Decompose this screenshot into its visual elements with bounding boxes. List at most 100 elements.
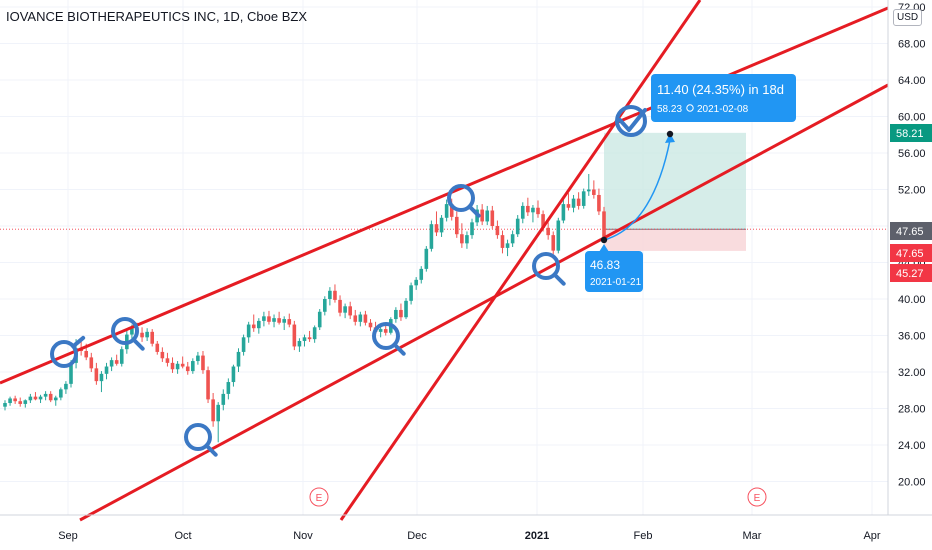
price-tick-label: 68.00 [898,39,926,51]
earnings-circle [309,487,329,507]
candle [470,218,474,239]
entry-point [600,236,608,244]
candle [378,326,383,338]
candle-body [424,248,429,269]
candle-body [160,351,165,359]
candle-body [399,309,403,318]
candle [185,361,190,375]
check-ring [615,105,647,137]
candle [454,211,459,238]
candle-body [282,319,286,323]
candle [241,334,246,356]
magnifier-marker [184,423,218,457]
candle-body [104,366,109,374]
magnifier-ring [111,317,139,345]
magnifier-ring [372,322,400,350]
candle-body [602,211,606,237]
candle-body [206,370,210,400]
candle-body [581,191,586,206]
candle [23,399,28,408]
candle [602,206,606,240]
candle [526,197,530,216]
target-point [666,130,674,138]
candle [145,328,149,341]
candle [28,393,33,404]
magnifier-marker [372,322,406,356]
candle [160,347,165,362]
candle-body [546,227,550,236]
candle [18,397,23,407]
candle-body [272,318,276,322]
price-tick-label: 60.00 [898,112,926,124]
candle-body [480,209,484,222]
candle [262,311,266,327]
candle-body [155,343,160,352]
candle [368,319,373,331]
candle-body [109,360,114,367]
candle [297,338,302,352]
target-price-text: 58.23 [657,104,682,115]
change-text: 11.40 (24.35%) in 18d [657,82,784,97]
candle-body [114,360,119,364]
candle-body [328,290,332,299]
candle [485,205,490,226]
price-axis: 72.0068.0064.0060.0056.0052.0048.0044.00… [887,0,932,515]
candle [175,361,180,374]
candle-body [394,309,398,320]
candle [226,378,231,400]
price-label-text: 58.21 [896,128,924,140]
candle-body [38,396,43,400]
candle-body [241,337,246,352]
price-label: 58.21 [890,124,932,142]
candle-body [531,207,535,213]
candle [328,287,332,306]
candle [287,313,292,328]
magnifier-handle [552,272,566,286]
price-tick-label: 40.00 [898,294,926,306]
candle-body [165,358,170,363]
candle-body [434,224,439,233]
candle [571,194,576,213]
price-label-text: 47.65 [896,248,924,260]
candle [586,173,591,196]
time-tick-label: Oct [174,530,191,542]
candle-body [419,268,424,280]
candle-body [84,351,89,358]
candle-body [490,210,495,226]
upper-channel-trendline [0,6,889,385]
magnifier-marker [50,335,86,368]
candle [551,231,556,255]
candle-body [201,355,205,371]
candle [201,351,205,374]
candle-body [69,362,73,384]
candle [561,199,566,224]
magnifier-handle [71,335,86,349]
candle-body [119,349,124,364]
candle [546,222,550,240]
price-label: 47.65 [890,244,932,262]
entry-price-text: 46.83 [590,258,620,272]
candle [257,318,261,334]
currency-button[interactable]: USD [893,9,923,26]
candle-body [262,316,266,321]
profit-zone [604,132,746,230]
candle [424,246,429,272]
candle [109,357,114,372]
candle [48,391,53,403]
earnings-marker: E [309,487,329,507]
candle [490,205,495,229]
candle-body [170,362,175,370]
candle-body [287,319,292,325]
magnifier-handle [204,443,218,457]
candle-body [150,331,155,344]
candle-body [353,315,358,322]
candle [556,217,561,254]
candle-body [175,363,180,370]
candle [119,346,124,367]
candle-body [363,314,368,323]
candle [89,352,94,372]
candle-body [383,329,388,333]
candle-body [454,216,459,235]
candle-body [317,311,322,328]
